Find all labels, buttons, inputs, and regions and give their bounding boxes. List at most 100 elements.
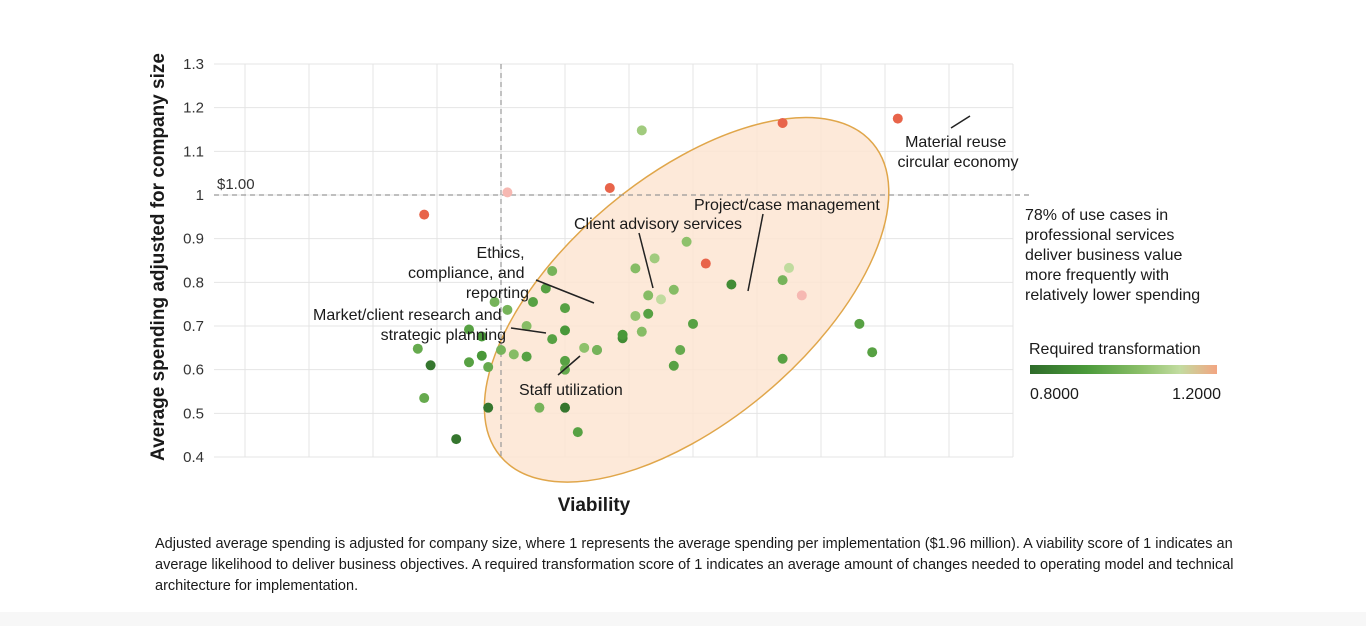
annotation-ethics: Ethics, compliance, and reporting xyxy=(408,245,529,302)
data-point xyxy=(496,345,506,356)
annotation-client-advisory: Client advisory services xyxy=(574,216,742,233)
data-point xyxy=(892,113,903,124)
annotation-line: strategic planning xyxy=(381,327,506,344)
data-point xyxy=(521,351,532,362)
data-point xyxy=(476,350,487,361)
data-point xyxy=(636,125,647,136)
data-point xyxy=(592,345,602,356)
data-point xyxy=(502,187,513,198)
bottom-band xyxy=(0,612,1366,626)
annotation-leader-ethics xyxy=(535,279,595,304)
annotation-line: Market/client research and xyxy=(313,307,502,324)
data-point xyxy=(560,402,570,413)
highlight-ellipse xyxy=(483,116,890,483)
y-tick-label: 0.9 xyxy=(183,231,204,248)
side-note-line: more frequently with xyxy=(1025,267,1169,284)
data-point xyxy=(489,296,500,307)
data-point xyxy=(483,362,494,373)
data-point xyxy=(502,304,513,315)
data-points xyxy=(412,113,903,445)
data-point xyxy=(419,209,430,220)
annotation-material-reuse: Material reuse circular economy xyxy=(898,134,1019,171)
annotation-line: compliance, and xyxy=(408,265,525,282)
side-note-line: relatively lower spending xyxy=(1025,287,1200,304)
data-point xyxy=(560,303,570,314)
annotation-line: Project/case management xyxy=(694,197,880,214)
y-tick-label: 0.7 xyxy=(183,318,204,335)
data-point xyxy=(867,347,878,358)
y-tick-label: 1 xyxy=(196,187,204,204)
data-point xyxy=(534,402,545,413)
data-point xyxy=(796,290,807,301)
chart-footnote: Adjusted average spending is adjusted fo… xyxy=(155,536,1234,594)
data-point xyxy=(681,236,692,247)
data-point xyxy=(643,290,654,301)
data-point xyxy=(649,253,660,264)
y-tick-label: 1.3 xyxy=(183,56,204,73)
data-point xyxy=(784,262,794,273)
annotation-leader-material-reuse xyxy=(950,115,971,129)
data-point xyxy=(700,258,711,269)
y-tick-label: 0.6 xyxy=(183,362,204,379)
data-point xyxy=(656,294,666,305)
x-axis-title: Viability xyxy=(558,495,631,516)
data-point xyxy=(572,427,583,438)
color-legend-max-label: 1.2000 xyxy=(1172,386,1221,403)
color-legend-title: Required transformation xyxy=(1029,341,1201,358)
y-tick-label: 1.2 xyxy=(183,100,204,117)
annotation-line: reporting xyxy=(466,285,529,302)
y-axis-title: Average spending adjusted for company si… xyxy=(148,53,169,461)
data-point xyxy=(604,183,615,194)
data-point xyxy=(547,334,558,345)
annotation-line: circular economy xyxy=(898,154,1019,171)
data-point xyxy=(668,284,679,295)
data-point xyxy=(617,329,628,340)
y-tick-label: 0.5 xyxy=(183,405,204,422)
data-point xyxy=(688,318,698,329)
data-point xyxy=(560,325,570,336)
annotation-staff-utilization: Staff utilization xyxy=(519,382,623,399)
side-note-line: 78% of use cases in xyxy=(1025,207,1168,224)
y-tick-label: 0.8 xyxy=(183,274,204,291)
data-point xyxy=(425,360,436,371)
data-point xyxy=(630,263,641,274)
annotations: Material reuse circular economy Project/… xyxy=(313,115,1019,399)
y-tick-labels: 0.4 0.5 0.6 0.7 0.8 0.9 1 1.1 1.2 1.3 xyxy=(183,56,204,466)
annotation-line: Staff utilization xyxy=(519,382,623,399)
y-tick-label: 0.4 xyxy=(183,449,204,466)
annotation-market-research: Market/client research and strategic pla… xyxy=(313,307,506,344)
annotation-line: Material reuse xyxy=(905,134,1006,151)
color-legend: Required transformation 0.8000 1.2000 xyxy=(1029,341,1221,403)
data-point xyxy=(412,343,423,354)
data-point xyxy=(547,265,558,276)
annotation-line: Ethics, xyxy=(477,245,525,262)
data-point xyxy=(636,326,647,337)
data-point xyxy=(777,117,788,128)
data-point xyxy=(521,321,532,331)
data-point xyxy=(419,393,430,404)
data-point xyxy=(643,308,654,319)
annotation-leader-project-case xyxy=(747,213,764,292)
annotation-leader-staff-utilization xyxy=(557,355,581,376)
data-point xyxy=(726,279,737,290)
data-point xyxy=(630,310,641,321)
annotation-leader-client-advisory xyxy=(638,232,654,289)
data-point xyxy=(675,345,686,356)
data-point xyxy=(528,296,538,307)
data-point xyxy=(540,283,551,294)
data-point xyxy=(668,360,679,371)
side-note: 78% of use cases in professional service… xyxy=(1025,207,1200,304)
data-point xyxy=(508,349,519,360)
reference-line-label: $1.00 xyxy=(217,176,255,193)
data-point xyxy=(464,357,474,368)
annotation-leader-market-research xyxy=(510,327,547,334)
annotation-line: Client advisory services xyxy=(574,216,742,233)
data-point xyxy=(483,402,494,413)
data-point xyxy=(464,324,474,335)
data-point xyxy=(476,331,487,342)
color-legend-min-label: 0.8000 xyxy=(1030,386,1079,403)
data-point xyxy=(777,353,788,364)
data-point xyxy=(777,275,788,286)
data-point xyxy=(451,434,462,445)
